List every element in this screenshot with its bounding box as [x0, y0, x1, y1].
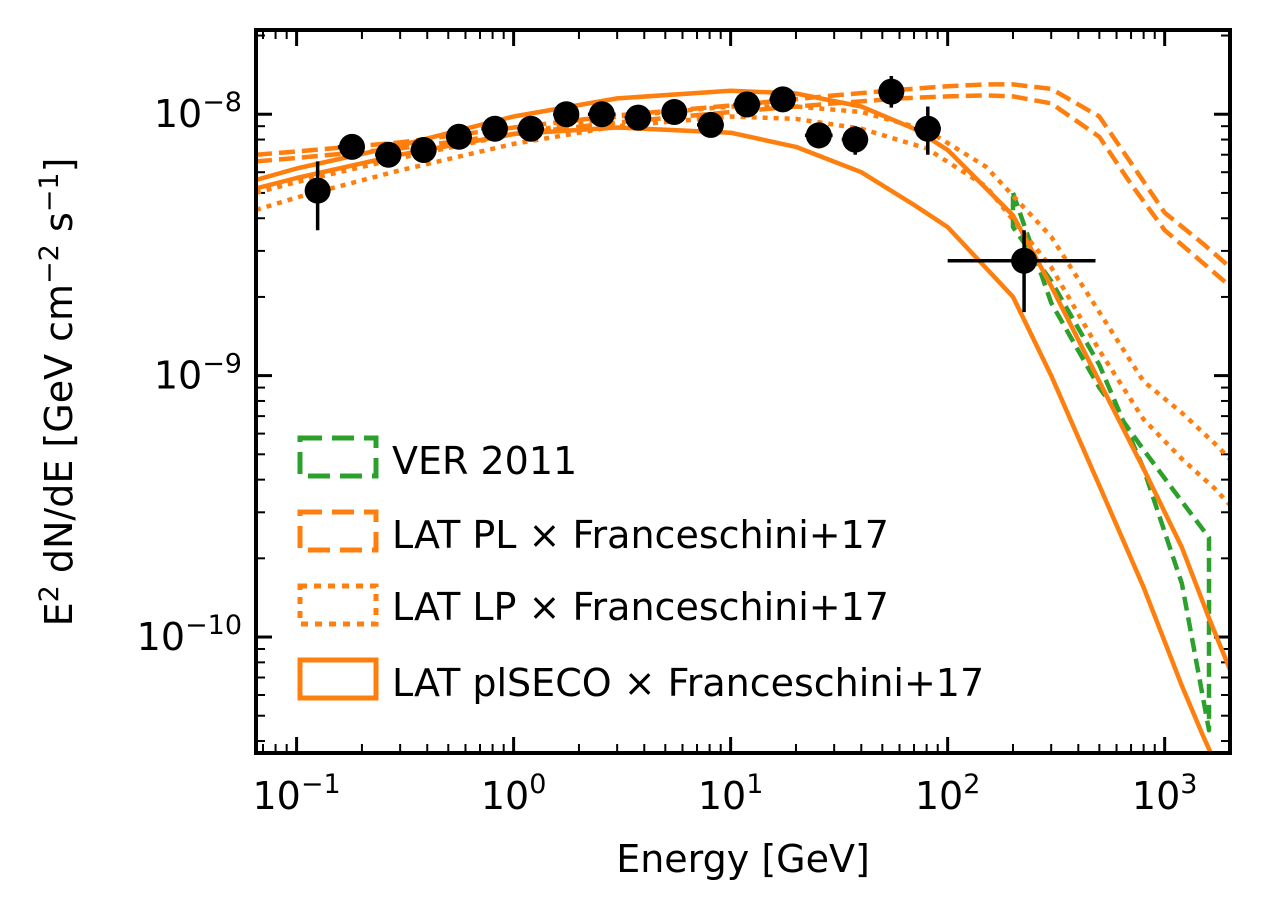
series-line-lat-lp-upper — [256, 104, 1230, 461]
data-point-16 — [878, 76, 905, 108]
data-point-0 — [304, 161, 331, 231]
minor-ticks — [256, 30, 1231, 753]
data-point-4 — [445, 123, 472, 150]
legend-label: VER 2011 — [392, 439, 577, 483]
data-marker — [697, 111, 724, 138]
data-marker — [445, 123, 472, 150]
data-marker — [304, 177, 331, 204]
y-tick-label: 10−9 — [154, 349, 242, 398]
legend: VER 2011 LAT PL × Franceschini+17 LAT LP… — [297, 435, 984, 705]
data-marker — [661, 98, 688, 125]
legend-entry-lat-plseco: LAT plSECO × Franceschini+17 — [297, 657, 984, 705]
data-marker — [588, 101, 615, 128]
data-point-3 — [410, 136, 437, 163]
data-point-18 — [947, 230, 1096, 313]
data-point-9 — [624, 104, 652, 131]
data-marker — [1011, 247, 1038, 274]
data-marker — [375, 141, 402, 168]
x-axis-label: Energy [GeV] — [616, 837, 870, 881]
series-line-lat-plseco-lower — [256, 125, 1214, 753]
data-marker — [410, 136, 437, 163]
data-marker — [338, 133, 365, 160]
data-marker — [481, 115, 508, 142]
data-point-2 — [375, 141, 402, 168]
data-marker — [517, 115, 544, 142]
legend-entry-lat-lp: LAT LP × Franceschini+17 — [297, 583, 889, 629]
data-point-10 — [661, 98, 688, 125]
data-marker — [769, 86, 796, 113]
y-tick-label: 10−10 — [137, 610, 242, 659]
legend-label: LAT plSECO × Franceschini+17 — [392, 661, 984, 705]
legend-label: LAT LP × Franceschini+17 — [392, 585, 889, 629]
series-line-ver-2011 — [1010, 190, 1212, 733]
data-marker — [914, 115, 941, 142]
x-tick-label: 103 — [1132, 769, 1198, 818]
data-point-17 — [914, 106, 941, 155]
data-marker — [625, 104, 652, 131]
tick-labels: 10−1 100 101 102 103 10−10 10−9 10−8 — [137, 87, 1198, 818]
series-line-lat-pl-lower — [256, 93, 1230, 288]
data-point-8 — [587, 101, 616, 128]
series-line-lat-pl-upper — [256, 82, 1230, 269]
data-point-1 — [337, 133, 365, 160]
data-point-5 — [481, 115, 508, 142]
x-tick-label: 102 — [915, 769, 981, 818]
data-point-11 — [697, 111, 724, 138]
y-axis-label: E2 dN/dE [GeV cm−2 s−1] — [34, 158, 81, 627]
data-point-12 — [733, 91, 761, 118]
data-points — [304, 76, 1096, 313]
x-tick-label: 10−1 — [253, 769, 341, 818]
data-marker — [878, 78, 905, 105]
series-line-lat-lp-lower — [256, 114, 1230, 507]
model-curves — [256, 82, 1230, 753]
data-point-13 — [769, 86, 796, 113]
data-marker — [553, 101, 580, 128]
plot-frame — [254, 28, 1232, 755]
series-line-lat-plseco-upper — [256, 88, 1230, 671]
legend-swatch-orange-dotted — [297, 583, 379, 627]
data-point-14 — [804, 122, 833, 149]
data-point-15 — [841, 126, 869, 155]
data-marker — [842, 126, 869, 153]
legend-entry-ver-2011: VER 2011 — [297, 435, 577, 483]
major-ticks — [256, 30, 1230, 753]
data-marker — [734, 91, 761, 118]
legend-swatch-green-dashed — [297, 435, 379, 479]
data-marker — [805, 122, 832, 149]
x-tick-label: 101 — [698, 769, 764, 818]
data-point-6 — [517, 115, 544, 142]
y-tick-label: 10−8 — [154, 87, 242, 136]
legend-swatch-orange-solid — [297, 657, 379, 701]
legend-swatch-orange-dashed — [297, 509, 379, 553]
legend-label: LAT PL × Franceschini+17 — [392, 513, 889, 557]
data-point-7 — [553, 101, 580, 128]
x-tick-label: 100 — [481, 769, 547, 818]
legend-entry-lat-pl: LAT PL × Franceschini+17 — [297, 509, 889, 557]
